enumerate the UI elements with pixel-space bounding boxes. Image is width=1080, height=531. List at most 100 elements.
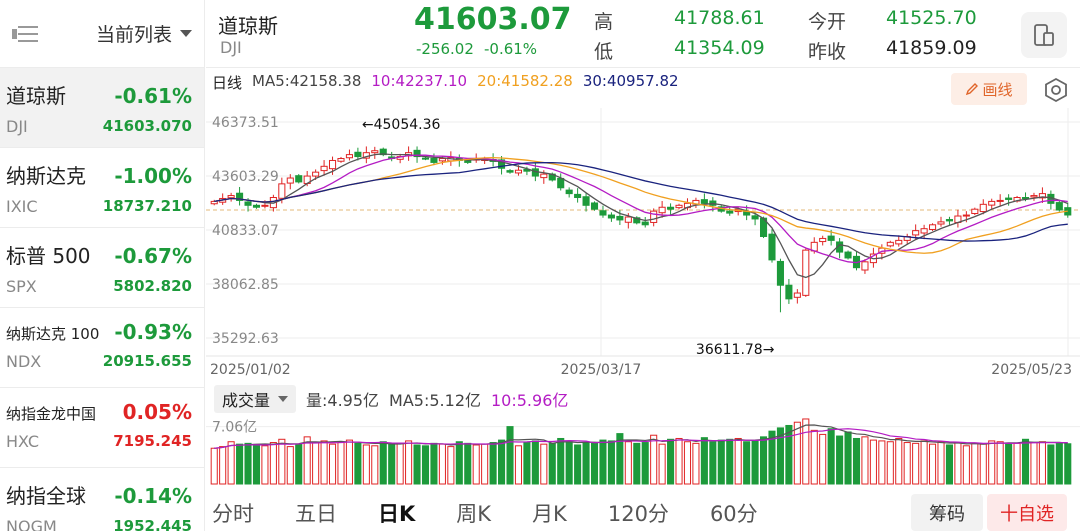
candle-body bbox=[345, 154, 353, 159]
volume-bar bbox=[269, 442, 277, 485]
candle-body bbox=[937, 221, 945, 225]
volume-bar bbox=[421, 445, 430, 485]
collapse-menu-icon[interactable] bbox=[12, 24, 38, 44]
candle-body bbox=[945, 219, 954, 222]
add-to-watchlist-button[interactable]: 十自选 bbox=[987, 494, 1067, 531]
candle-body bbox=[354, 151, 362, 158]
candle-body bbox=[1055, 202, 1063, 211]
settings-icon[interactable] bbox=[1042, 76, 1070, 104]
index-list-item[interactable]: 道琼斯 -0.61% DJI 41603.070 bbox=[0, 68, 204, 148]
tab-5[interactable]: 120分 bbox=[607, 501, 669, 526]
volume-bar bbox=[523, 442, 531, 485]
y-tick-label: 40833.07 bbox=[212, 223, 279, 239]
volume-bar bbox=[700, 437, 708, 485]
ma5-value: MA5:42158.38 bbox=[252, 72, 362, 90]
tab-4[interactable]: 月K bbox=[532, 501, 567, 526]
volume-bar bbox=[945, 444, 954, 485]
candle-body bbox=[844, 251, 852, 259]
volume-ma10: 10:5.96亿 bbox=[491, 391, 569, 410]
volume-selector-label: 成交量 bbox=[222, 391, 271, 410]
volume-bar bbox=[810, 429, 818, 485]
period-tabs: 分时 五日 日K 周K 月K 120分 60分 筹码 十自选 bbox=[206, 494, 1080, 531]
ma10-value: 10:42237.10 bbox=[371, 72, 468, 90]
candle-body bbox=[802, 249, 810, 296]
index-change: -0.14% bbox=[114, 484, 192, 508]
draw-line-button[interactable]: 画线 bbox=[951, 73, 1027, 105]
tab-1[interactable]: 五日 bbox=[295, 501, 337, 526]
high-label: 高 bbox=[594, 11, 614, 33]
index-list-item[interactable]: 纳指金龙中国 0.05% HXC 7195.245 bbox=[0, 388, 204, 468]
volume-bar bbox=[886, 441, 894, 485]
volume-bar bbox=[954, 442, 962, 485]
volume-bar bbox=[878, 440, 886, 485]
volume-indicator-row: 成交量 量:4.95亿 MA5:5.12亿 10:5.96亿 bbox=[214, 385, 569, 413]
index-list-item[interactable]: 纳指全球 -0.14% NQGM 1952.445 bbox=[0, 468, 204, 531]
tab-0[interactable]: 分时 bbox=[212, 501, 254, 526]
list-selector-label: 当前列表 bbox=[95, 24, 172, 46]
candle-body bbox=[1005, 197, 1013, 200]
low-value: 41354.09 bbox=[674, 37, 765, 59]
candle-body bbox=[650, 210, 658, 223]
volume-bar bbox=[447, 446, 455, 485]
volume-bar bbox=[776, 427, 784, 485]
volume-bar bbox=[624, 441, 632, 485]
volume-bar bbox=[455, 441, 463, 485]
volume-bar bbox=[548, 442, 556, 485]
index-change: -0.67% bbox=[114, 244, 192, 268]
volume-bar bbox=[751, 440, 759, 485]
candle-body bbox=[252, 204, 261, 208]
tab-2[interactable]: 日K bbox=[378, 501, 416, 526]
list-selector[interactable]: 当前列表 bbox=[96, 20, 192, 47]
volume-tick-label: 7.06亿 bbox=[212, 420, 257, 436]
volume-bar bbox=[236, 443, 244, 485]
candle-body bbox=[438, 158, 446, 162]
volume-bar bbox=[844, 431, 852, 485]
volume-bar bbox=[1021, 438, 1030, 485]
volume-selector[interactable]: 成交量 bbox=[214, 385, 297, 413]
ma30-line bbox=[214, 161, 1068, 242]
device-switch-button[interactable] bbox=[1021, 12, 1067, 58]
volume-bar bbox=[692, 442, 700, 485]
index-change: -0.61% bbox=[114, 84, 192, 108]
volume-bar bbox=[641, 442, 649, 485]
volume-bar bbox=[607, 440, 615, 485]
candlestick-chart[interactable]: 46373.51 43603.29 40833.07 38062.85 35292.63… bbox=[206, 108, 1080, 380]
volume-bar bbox=[227, 441, 235, 485]
volume-bar bbox=[345, 439, 353, 485]
volume-bar bbox=[388, 443, 396, 485]
volume-bar bbox=[379, 441, 387, 485]
volume-bar bbox=[743, 441, 751, 485]
candle-body bbox=[574, 193, 582, 199]
last-price: 41603.07 bbox=[414, 2, 572, 37]
volume-bar bbox=[819, 433, 827, 485]
candle-body bbox=[971, 208, 979, 214]
tab-6[interactable]: 60分 bbox=[709, 501, 758, 526]
index-price: 18737.210 bbox=[102, 197, 192, 215]
y-tick-label: 46373.51 bbox=[212, 115, 279, 131]
volume-bar bbox=[726, 438, 734, 485]
tab-3[interactable]: 周K bbox=[456, 501, 492, 526]
volume-bar bbox=[633, 442, 641, 485]
chips-button[interactable]: 筹码 bbox=[911, 494, 983, 531]
candle-body bbox=[751, 215, 759, 220]
candle-body bbox=[236, 192, 244, 201]
index-list-item[interactable]: 标普 500 -0.67% SPX 5802.820 bbox=[0, 228, 204, 308]
y-tick-label: 43603.29 bbox=[212, 169, 279, 185]
index-code: IXIC bbox=[6, 197, 38, 216]
index-list-item[interactable]: 纳斯达克 100 -0.93% NDX 20915.655 bbox=[0, 308, 204, 388]
volume-bar bbox=[244, 442, 252, 485]
index-list-item[interactable]: 纳斯达克 -1.00% IXIC 18737.210 bbox=[0, 148, 204, 228]
index-change: -0.93% bbox=[114, 320, 192, 344]
candle-body bbox=[827, 235, 835, 241]
candle-body bbox=[540, 173, 548, 179]
ma10-line bbox=[214, 154, 1068, 264]
candle-body bbox=[514, 169, 523, 174]
volume-bar bbox=[312, 442, 320, 485]
volume-bar bbox=[971, 442, 979, 485]
candle-body bbox=[295, 175, 303, 183]
index-price: 1952.445 bbox=[113, 517, 192, 531]
volume-bar bbox=[979, 443, 987, 485]
volume-bar bbox=[574, 444, 582, 485]
volume-chart[interactable]: 7.06亿 bbox=[206, 414, 1080, 488]
candle-body bbox=[776, 260, 784, 286]
